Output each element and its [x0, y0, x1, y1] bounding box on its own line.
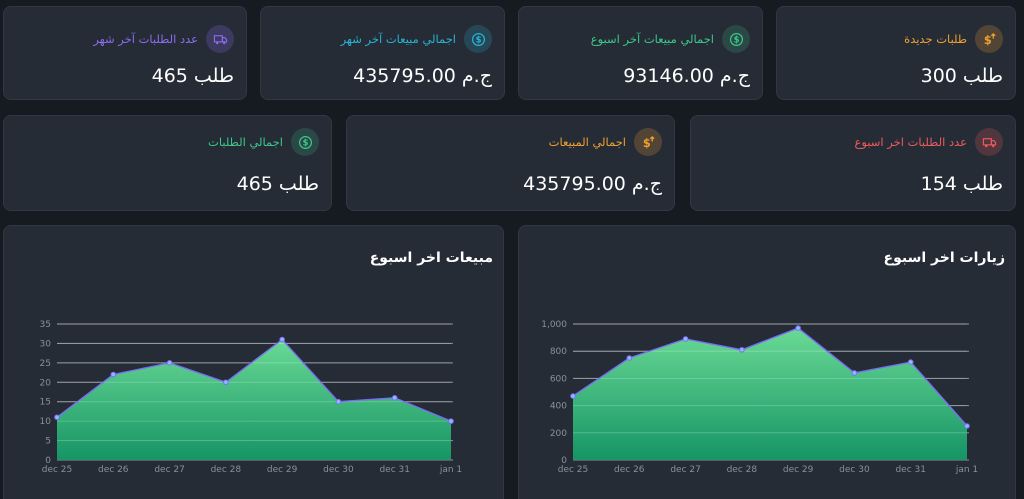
data-point	[851, 370, 858, 376]
stat-card-label: عدد الطلبات آخر شهر	[93, 32, 198, 46]
svg-text:$: $	[302, 137, 308, 147]
stat-card-month-sales: اجمالي مبيعات آخر شهر $ 435795.00 ج.م	[260, 6, 505, 100]
svg-text:$: $	[733, 34, 739, 44]
dollar-circle-icon: $	[291, 128, 319, 156]
y-tick-label: 35	[40, 320, 51, 330]
stat-card-label: عدد الطلبات اخر اسبوع	[854, 135, 967, 149]
stat-card-header: اجمالي المبيعات $	[549, 128, 662, 156]
x-tick-label: dec 29	[267, 465, 298, 475]
y-tick-label: 10	[40, 417, 52, 427]
series-line	[572, 327, 968, 427]
visits-area-chart: 0 200 400 600 800 1,000 dec 25 dec 26 dec 27 dec …	[541, 320, 978, 475]
data-point	[54, 414, 60, 421]
x-tick-label: dec 31	[379, 465, 410, 475]
stat-card-header: اجمالي مبيعات آخر شهر $	[341, 25, 492, 53]
stat-card-header: عدد الطلبات اخر اسبوع	[855, 128, 1003, 156]
data-point	[739, 347, 745, 353]
visits-chart-card: زيارات اخر اسبوع 0 200 400 600 800 1,000 dec 2…	[518, 225, 1016, 499]
y-tick-label: 800	[550, 347, 567, 357]
stat-card-label: اجمالي مبيعات آخر اسبوع	[590, 32, 714, 46]
data-point	[907, 359, 914, 365]
stat-card-total-orders: اجمالي الطلبات $ 465 طلب	[3, 115, 332, 211]
data-point	[570, 393, 576, 399]
x-tick-label: dec 28	[727, 465, 758, 475]
stat-card-week-orders: عدد الطلبات اخر اسبوع 154 طلب	[690, 115, 1016, 211]
x-tick-label: jan 1	[439, 465, 462, 475]
x-tick-label: dec 25	[42, 465, 73, 475]
x-tick-label: dec 25	[558, 465, 589, 475]
data-point	[391, 395, 398, 401]
stat-card-header: اجمالي الطلبات $	[208, 128, 319, 156]
stat-card-total-sales: اجمالي المبيعات $ 435795.00 ج.م	[346, 115, 675, 211]
x-tick-label: dec 28	[211, 465, 242, 475]
data-point	[166, 360, 173, 366]
svg-text:$: $	[642, 137, 650, 150]
stat-card-month-orders: عدد الطلبات آخر شهر 465 طلب	[3, 6, 247, 100]
area-fill	[57, 339, 451, 460]
y-tick-label: 600	[550, 374, 567, 384]
stat-card-value: 300 طلب	[920, 65, 1003, 87]
dollar-up-icon: $	[634, 128, 662, 156]
data-point	[110, 371, 117, 378]
stat-card-label: اجمالي الطلبات	[208, 135, 283, 149]
chart-title: مبيعات اخر اسبوع	[369, 250, 493, 266]
x-tick-label: dec 27	[670, 465, 701, 475]
truck-icon	[975, 128, 1003, 156]
data-point	[795, 325, 801, 331]
x-tick-label: dec 30	[839, 465, 870, 475]
y-tick-label: 400	[550, 402, 567, 412]
stat-card-label: اجمالي المبيعات	[548, 135, 626, 149]
y-tick-label: 20	[40, 378, 52, 388]
area-fill	[573, 328, 967, 460]
svg-text:$: $	[983, 34, 991, 47]
dollar-circle-icon: $	[464, 25, 492, 53]
y-tick-label: 5	[45, 437, 51, 447]
data-point	[964, 423, 970, 429]
svg-text:$: $	[475, 34, 481, 44]
y-tick-label: 0	[45, 456, 51, 466]
dollar-circle-icon: $	[722, 25, 750, 53]
x-tick-label: dec 31	[895, 465, 926, 475]
series-line	[56, 338, 452, 422]
stat-card-label: طلبات جديدة	[904, 32, 967, 46]
stat-card-value: 154 طلب	[920, 173, 1003, 195]
x-tick-label: dec 29	[783, 465, 814, 475]
stat-card-value: 93146.00 ج.م	[623, 65, 750, 87]
y-tick-label: 200	[550, 429, 567, 439]
x-tick-label: jan 1	[955, 465, 978, 475]
stat-card-week-sales: اجمالي مبيعات آخر اسبوع $ 93146.00 ج.م	[518, 6, 763, 100]
x-tick-label: dec 30	[323, 465, 354, 475]
x-tick-label: dec 26	[614, 465, 645, 475]
sales-area-chart: 0 5 10 15 20 25 30 35 dec 25 dec 26 dec 27 dec 28 de…	[40, 320, 463, 475]
data-point	[223, 379, 229, 386]
stat-card-header: عدد الطلبات آخر شهر	[93, 25, 234, 53]
y-tick-label: 30	[40, 339, 52, 349]
data-point	[279, 336, 285, 343]
stat-card-header: اجمالي مبيعات آخر اسبوع $	[591, 25, 750, 53]
stat-card-new-orders: طلبات جديدة $ 300 طلب	[776, 6, 1016, 100]
stat-card-value: 435795.00 ج.م	[353, 65, 492, 87]
stat-card-label: اجمالي مبيعات آخر شهر	[340, 32, 456, 46]
x-tick-label: dec 26	[98, 465, 129, 475]
data-point	[448, 418, 454, 424]
chart-title: زيارات اخر اسبوع	[883, 250, 1005, 266]
stat-card-header: طلبات جديدة $	[904, 25, 1003, 53]
y-tick-label: 25	[40, 359, 51, 369]
x-tick-label: dec 27	[154, 465, 185, 475]
y-tick-label: 15	[40, 398, 51, 408]
stat-card-value: 465 طلب	[151, 65, 234, 87]
data-point	[335, 398, 342, 405]
dollar-up-icon: $	[975, 25, 1003, 53]
data-point	[682, 336, 689, 342]
sales-chart-card: مبيعات اخر اسبوع 0 5 10 15 20 25 30 35 dec 25 dec…	[3, 225, 504, 499]
stat-card-value: 465 طلب	[236, 173, 319, 195]
y-tick-label: 1,000	[541, 320, 567, 330]
data-point	[626, 355, 633, 361]
y-tick-label: 0	[561, 456, 567, 466]
stat-card-value: 435795.00 ج.م	[523, 173, 662, 195]
truck-icon	[206, 25, 234, 53]
